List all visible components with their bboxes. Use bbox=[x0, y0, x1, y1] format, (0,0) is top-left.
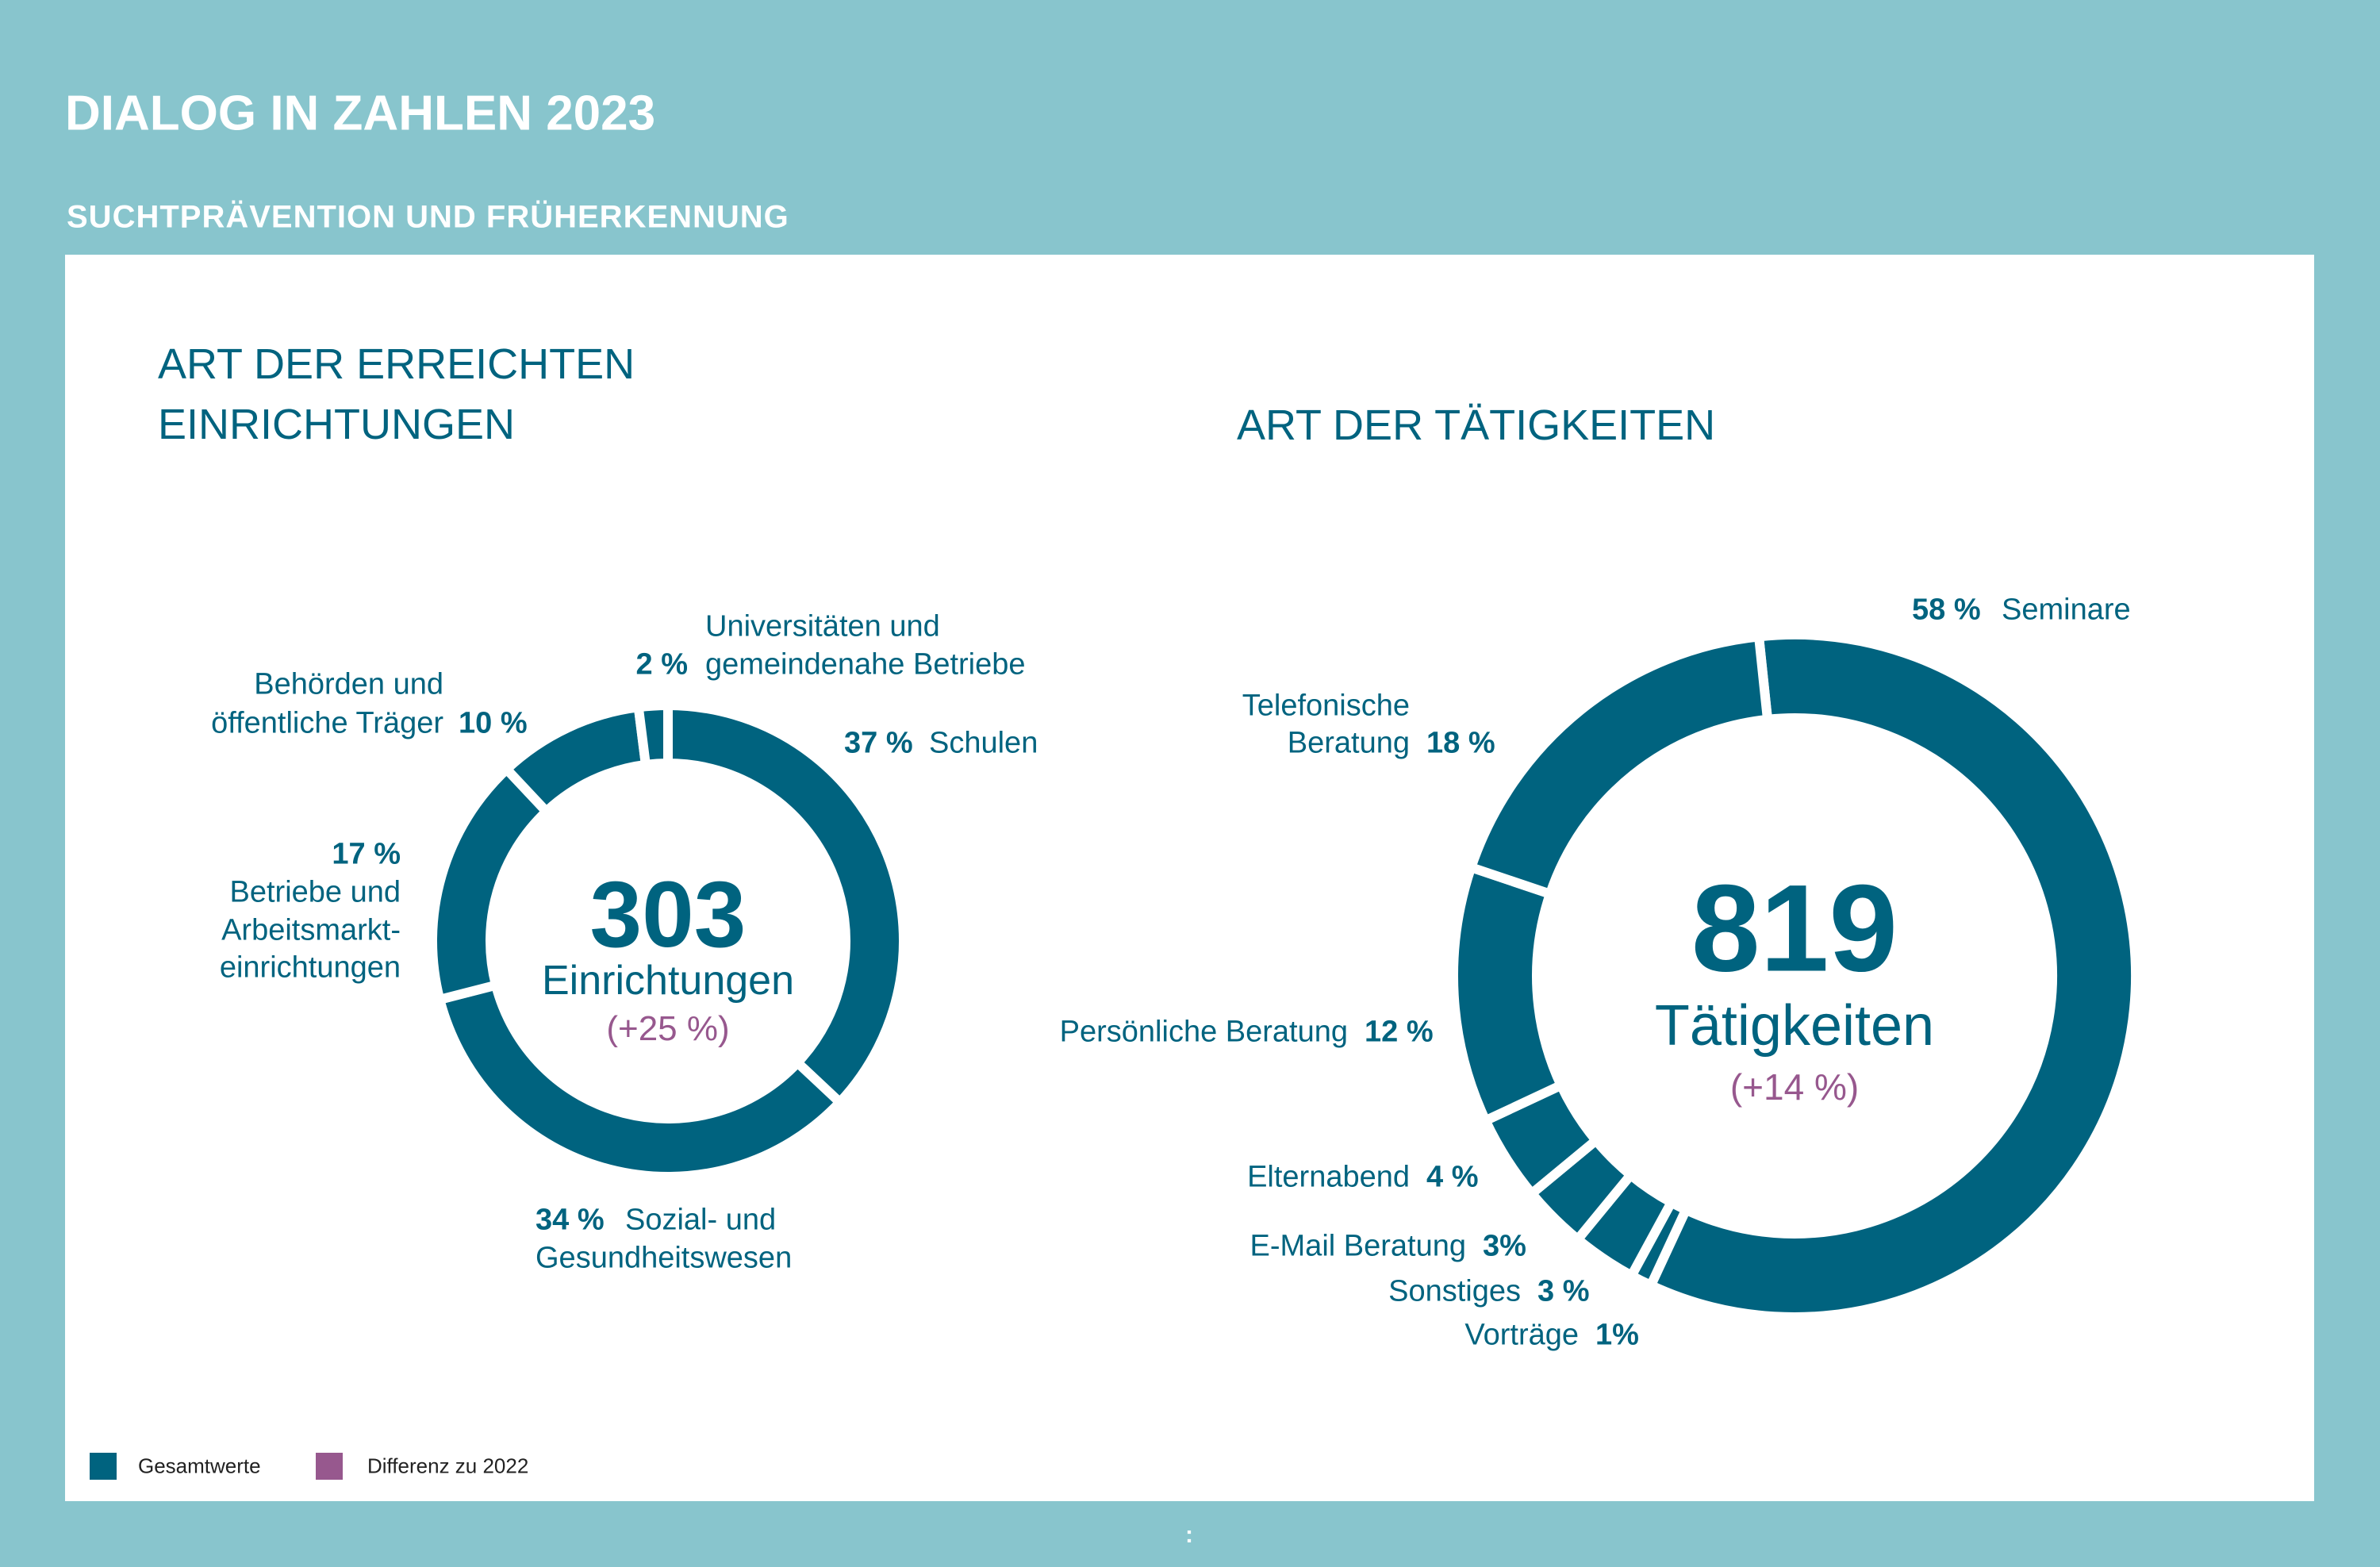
page-marker: : bbox=[1185, 1522, 1193, 1548]
slice-label-telefonisch: Beratung bbox=[1287, 726, 1410, 760]
center-label-right: Tätigkeiten bbox=[1654, 994, 1935, 1058]
slice-label-universitaeten: Universitäten und bbox=[705, 609, 940, 643]
slice-pct-betriebe: 17 % bbox=[332, 837, 401, 871]
center-diff-left: (+25 %) bbox=[606, 1009, 730, 1048]
slice-pct-sozial: 34 % bbox=[536, 1203, 605, 1237]
slice-pct-behoerden: 10 % bbox=[459, 706, 528, 740]
chart-title-right: ART DER TÄTIGKEITEN bbox=[1237, 395, 1715, 455]
page-subtitle: SUCHTPRÄVENTION UND FRÜHERKENNUNG bbox=[67, 199, 789, 235]
slice-pct-elternabend: 4 % bbox=[1426, 1160, 1479, 1194]
slice-pct-universitaeten: 2 % bbox=[635, 647, 688, 682]
slice-label-betriebe: Betriebe und bbox=[229, 875, 401, 909]
donut-slice-0-1 bbox=[434, 979, 846, 1181]
slice-label-seminare: Seminare bbox=[2002, 593, 2131, 627]
slice-label-betriebe: Arbeitsmarkt- bbox=[221, 913, 401, 947]
donut-slice-1-6 bbox=[1464, 631, 1773, 901]
chart-title-left: ART DER ERREICHTEN EINRICHTUNGEN bbox=[158, 334, 635, 455]
donut-slice-1-5 bbox=[1449, 861, 1568, 1127]
chart-title-line: EINRICHTUNGEN bbox=[158, 401, 516, 448]
slice-label-sozial: Gesundheitswesen bbox=[536, 1241, 793, 1275]
legend-swatch-gesamtwerte bbox=[90, 1453, 117, 1480]
slice-pct-sonstiges: 3 % bbox=[1537, 1274, 1590, 1308]
slice-pct-telefonisch: 18 % bbox=[1426, 726, 1495, 760]
slice-label-email: E-Mail Beratung bbox=[1250, 1229, 1466, 1263]
slice-label-telefonisch: Telefonische bbox=[1242, 689, 1410, 723]
slice-pct-vortraege: 1% bbox=[1595, 1318, 1639, 1352]
slice-label-schulen: Schulen bbox=[929, 726, 1038, 760]
legend-swatch-differenz bbox=[316, 1453, 343, 1480]
donut-slice-0-4 bbox=[633, 700, 673, 770]
slice-pct-persoenlich: 12 % bbox=[1365, 1015, 1434, 1049]
legend-label-differenz: Differenz zu 2022 bbox=[367, 1454, 529, 1478]
center-total-left: 303 bbox=[589, 862, 747, 967]
donut-slice-0-2 bbox=[428, 762, 554, 1006]
slice-label-behoerden: Behörden und bbox=[254, 667, 443, 701]
slice-label-behoerden: öffentliche Träger bbox=[211, 706, 443, 740]
slice-label-elternabend: Elternabend bbox=[1247, 1160, 1410, 1194]
chart-title-line: ART DER ERREICHTEN bbox=[158, 340, 635, 388]
center-total-right: 819 bbox=[1691, 859, 1898, 998]
slice-label-persoenlich: Persönliche Beratung bbox=[1059, 1015, 1348, 1049]
donut-slice-0-0 bbox=[663, 700, 908, 1109]
chart-title-line: ART DER TÄTIGKEITEN bbox=[1237, 401, 1716, 449]
slice-label-vortraege: Vorträge bbox=[1464, 1318, 1579, 1352]
slice-pct-seminare: 58 % bbox=[1912, 593, 1981, 627]
donut-slice-1-0 bbox=[1644, 630, 2140, 1322]
slice-label-sonstiges: Sonstiges bbox=[1388, 1274, 1521, 1308]
center-label-left: Einrichtungen bbox=[542, 958, 794, 1004]
center-diff-right: (+14 %) bbox=[1729, 1066, 1860, 1108]
page-title: DIALOG IN ZAHLEN 2023 bbox=[65, 86, 656, 141]
slice-label-sozial: Sozial- und bbox=[625, 1203, 777, 1237]
donut-slice-0-3 bbox=[500, 701, 651, 819]
legend-label-gesamtwerte: Gesamtwerte bbox=[138, 1454, 261, 1478]
slice-pct-schulen: 37 % bbox=[844, 726, 913, 760]
slice-pct-email: 3% bbox=[1483, 1229, 1526, 1263]
slice-label-betriebe: einrichtungen bbox=[219, 951, 401, 985]
slice-label-universitaeten: gemeindenahe Betriebe bbox=[705, 647, 1026, 682]
